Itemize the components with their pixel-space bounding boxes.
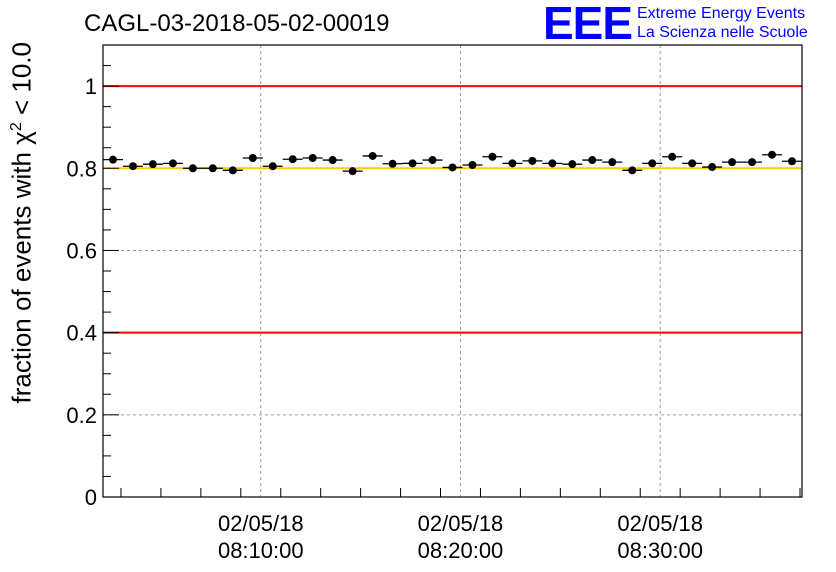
data-point-32	[748, 158, 757, 167]
data-point-28	[668, 152, 677, 161]
data-point-3	[168, 159, 177, 168]
data-point-20	[508, 159, 517, 168]
y-tick-label-0: 0	[85, 485, 97, 510]
chart-title: CAGL-03-2018-05-02-00019	[84, 10, 390, 37]
data-point-9	[288, 155, 297, 164]
data-point-4	[188, 164, 197, 173]
logo-line-2: La Scienza nelle Scuole	[637, 24, 808, 41]
data-point-13	[368, 151, 377, 160]
x-tick-label-time-2: 08:30:00	[617, 538, 703, 563]
x-tick-label-time-1: 08:20:00	[418, 538, 504, 563]
data-point-19	[488, 152, 497, 161]
y-tick-label-3: 0.6	[66, 238, 97, 263]
plot-frame	[102, 44, 803, 498]
data-point-22	[548, 159, 557, 168]
x-tick-label-time-0: 08:10:00	[218, 538, 304, 563]
data-point-5	[208, 164, 217, 173]
data-point-27	[648, 159, 657, 168]
data-point-1	[128, 162, 137, 171]
data-point-34	[788, 157, 797, 166]
data-point-21	[528, 156, 537, 165]
y-tick-label-1: 0.2	[66, 403, 97, 428]
data-point-31	[728, 158, 737, 167]
x-tick-label-date-1: 02/05/18	[418, 511, 504, 536]
data-point-10	[308, 154, 317, 162]
data-point-6	[228, 166, 237, 175]
data-point-0	[108, 155, 117, 164]
data-point-7	[248, 154, 257, 162]
y-tick-label-2: 0.4	[66, 321, 97, 346]
logo-line-1: Extreme Energy Events	[637, 5, 806, 22]
data-point-12	[348, 167, 357, 176]
x-tick-label-date-0: 02/05/18	[218, 511, 304, 536]
data-point-24	[588, 156, 597, 165]
data-point-15	[408, 159, 417, 168]
eee-logo: EEE	[543, 0, 633, 49]
data-point-23	[568, 160, 577, 169]
data-point-25	[608, 158, 617, 167]
data-point-17	[448, 163, 457, 172]
data-point-11	[328, 156, 337, 165]
data-point-8	[268, 162, 277, 171]
logo-caption: Extreme Energy Events La Scienza nelle S…	[637, 4, 808, 42]
x-tick-label-date-2: 02/05/18	[617, 511, 703, 536]
data-point-30	[708, 163, 717, 172]
data-point-33	[768, 150, 777, 159]
y-tick-label-4: 0.8	[66, 156, 97, 181]
data-point-16	[428, 156, 437, 165]
data-point-14	[388, 159, 397, 168]
data-point-26	[628, 166, 637, 175]
y-tick-label-5: 1	[85, 74, 97, 99]
data-point-18	[468, 160, 477, 169]
data-point-2	[148, 160, 157, 169]
data-point-29	[688, 159, 697, 168]
